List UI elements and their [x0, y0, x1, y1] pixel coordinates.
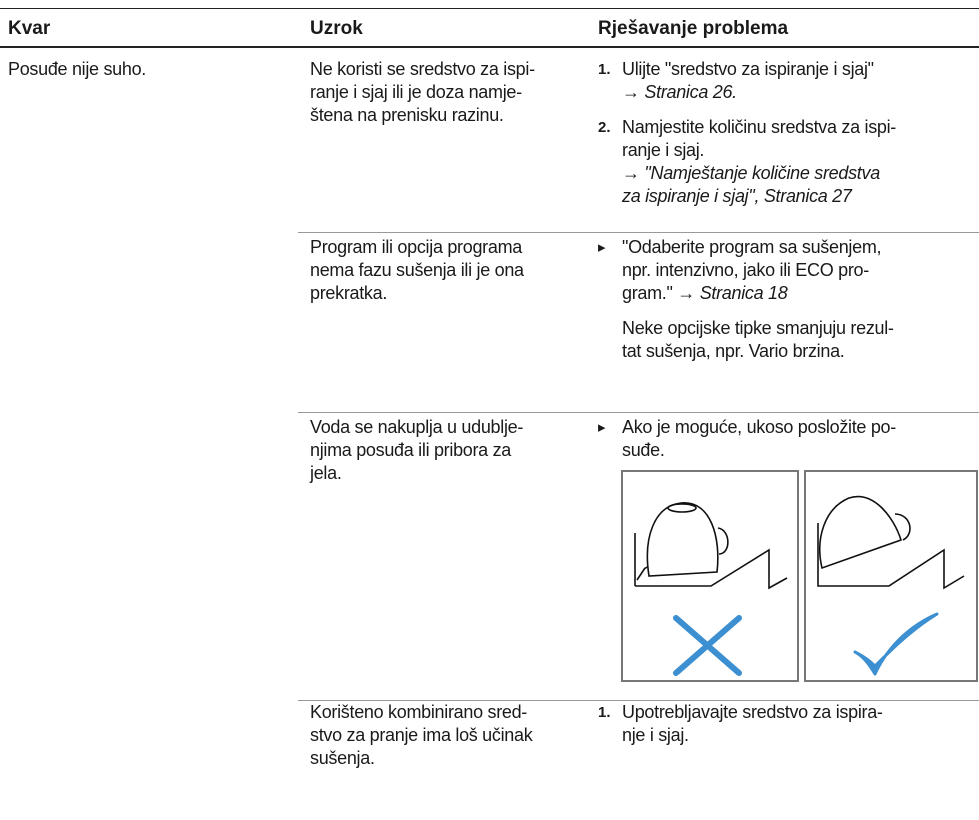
panel: [804, 470, 978, 682]
row-rule: [298, 412, 979, 413]
cause-line: sušenja.: [310, 748, 375, 768]
step-line: Ako je moguće, ukoso posložite po-: [622, 417, 896, 437]
step-marker: ▸: [598, 419, 606, 436]
cause-line: Korišteno kombinirano sred-: [310, 702, 528, 722]
right-illustration: [817, 495, 965, 590]
text: →: [622, 82, 645, 102]
link: Stranica 26.: [644, 82, 737, 102]
step-marker: 2.: [598, 119, 611, 136]
header-rule: [0, 46, 979, 48]
step-line: npr. intenzivno, jako ili ECO pro-: [622, 260, 869, 280]
cause-line: štena na prenisku razinu.: [310, 105, 504, 125]
cause-line: Program ili opcija programa: [310, 237, 522, 257]
column-header: Uzrok: [310, 18, 363, 39]
cause-line: nema fazu sušenja ili je ona: [310, 260, 524, 280]
cause-line: stvo za pranje ima loš učinak: [310, 725, 533, 745]
row-rule: [298, 232, 979, 233]
step-marker: 1.: [598, 61, 611, 78]
wrong-illustration: [634, 502, 788, 590]
link: Stranica 18: [699, 283, 788, 303]
cause-line: prekratka.: [310, 283, 388, 303]
text: gram." →: [622, 283, 700, 303]
column-header: Kvar: [8, 18, 51, 39]
step-line: nje i sjaj.: [622, 725, 689, 745]
cause-line: ranje i sjaj ili je doza namje-: [310, 82, 522, 102]
check-mark: [853, 612, 939, 676]
step-line: → "Namještanje količine sredstva: [622, 162, 880, 185]
step-line: gram." → Stranica 18: [622, 282, 788, 305]
cause-line: njima posuđa ili pribora za: [310, 440, 512, 460]
step-line: suđe.: [622, 440, 665, 460]
cause-line: Ne koristi se sredstvo za ispi-: [310, 59, 535, 79]
step-line: Namjestite količinu sredstva za ispi-: [622, 117, 897, 137]
note-line: Neke opcijske tipke smanjuju rezul-: [622, 318, 894, 338]
row-rule: [298, 700, 979, 701]
cause-line: Voda se nakuplja u udublje-: [310, 417, 524, 437]
step-line: ranje i sjaj.: [622, 140, 705, 160]
link: "Namještanje količine sredstva: [644, 163, 880, 183]
cross-mark: [673, 615, 742, 676]
fault: Posuđe nije suho.: [8, 59, 147, 79]
link: za ispiranje i sjaj", Stranica 27: [622, 186, 852, 206]
step-marker: ▸: [598, 239, 606, 256]
cause-line: jela.: [310, 463, 342, 483]
step-line: → Stranica 26.: [622, 81, 737, 104]
figure: [621, 470, 978, 682]
step-marker: 1.: [598, 704, 611, 721]
panel: [621, 470, 799, 682]
step-line: za ispiranje i sjaj", Stranica 27: [622, 185, 852, 208]
top-rule: [0, 8, 979, 9]
step-line: Ulijte "sredstvo za ispiranje i sjaj": [622, 59, 874, 79]
column-header: Rješavanje problema: [598, 18, 789, 39]
step-line: "Odaberite program sa sušenjem,: [622, 237, 882, 257]
note-line: tat sušenja, npr. Vario brzina.: [622, 341, 845, 361]
text: →: [622, 163, 645, 183]
step-line: Upotrebljavajte sredstvo za ispira-: [622, 702, 883, 722]
